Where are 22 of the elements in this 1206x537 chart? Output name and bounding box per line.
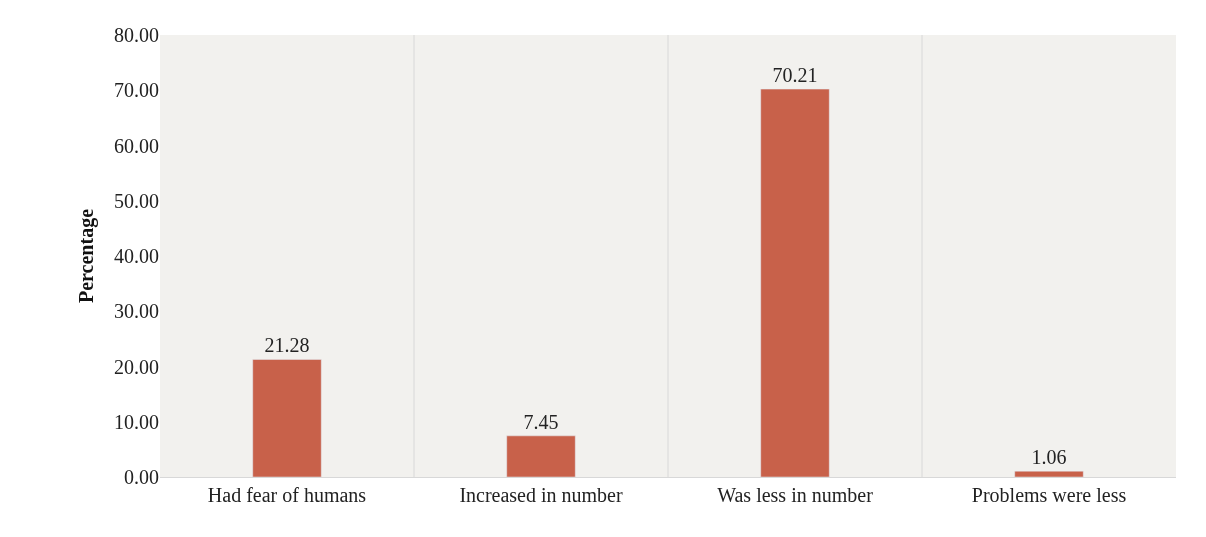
y-tick-label: 60.00 [114,134,159,157]
bar [252,359,322,477]
bar [760,88,830,477]
x-tick-label: Had fear of humans [207,484,367,506]
bar [1014,470,1084,477]
y-tick-label: 80.00 [114,24,159,46]
y-tick-label: 70.00 [114,79,159,102]
x-tick-label: Was less in number [717,484,874,506]
data-label: 70.21 [772,64,818,87]
bar [506,435,576,477]
y-tick-label: 50.00 [114,189,159,212]
y-tick-label: 40.00 [114,245,159,267]
y-tick-label: 30.00 [114,300,159,323]
data-label: 1.06 [1031,446,1067,469]
data-label: 7.45 [523,410,559,433]
data-label: 21.28 [264,334,310,357]
x-tick-label: Increased in number [459,484,623,506]
y-tick-label: 20.00 [114,355,159,378]
y-tick-label: 10.00 [114,410,159,433]
y-tick-label: 0.00 [124,466,159,488]
x-tick-label: Problems were less [971,484,1127,506]
y-axis-title: Percentage [74,208,98,304]
